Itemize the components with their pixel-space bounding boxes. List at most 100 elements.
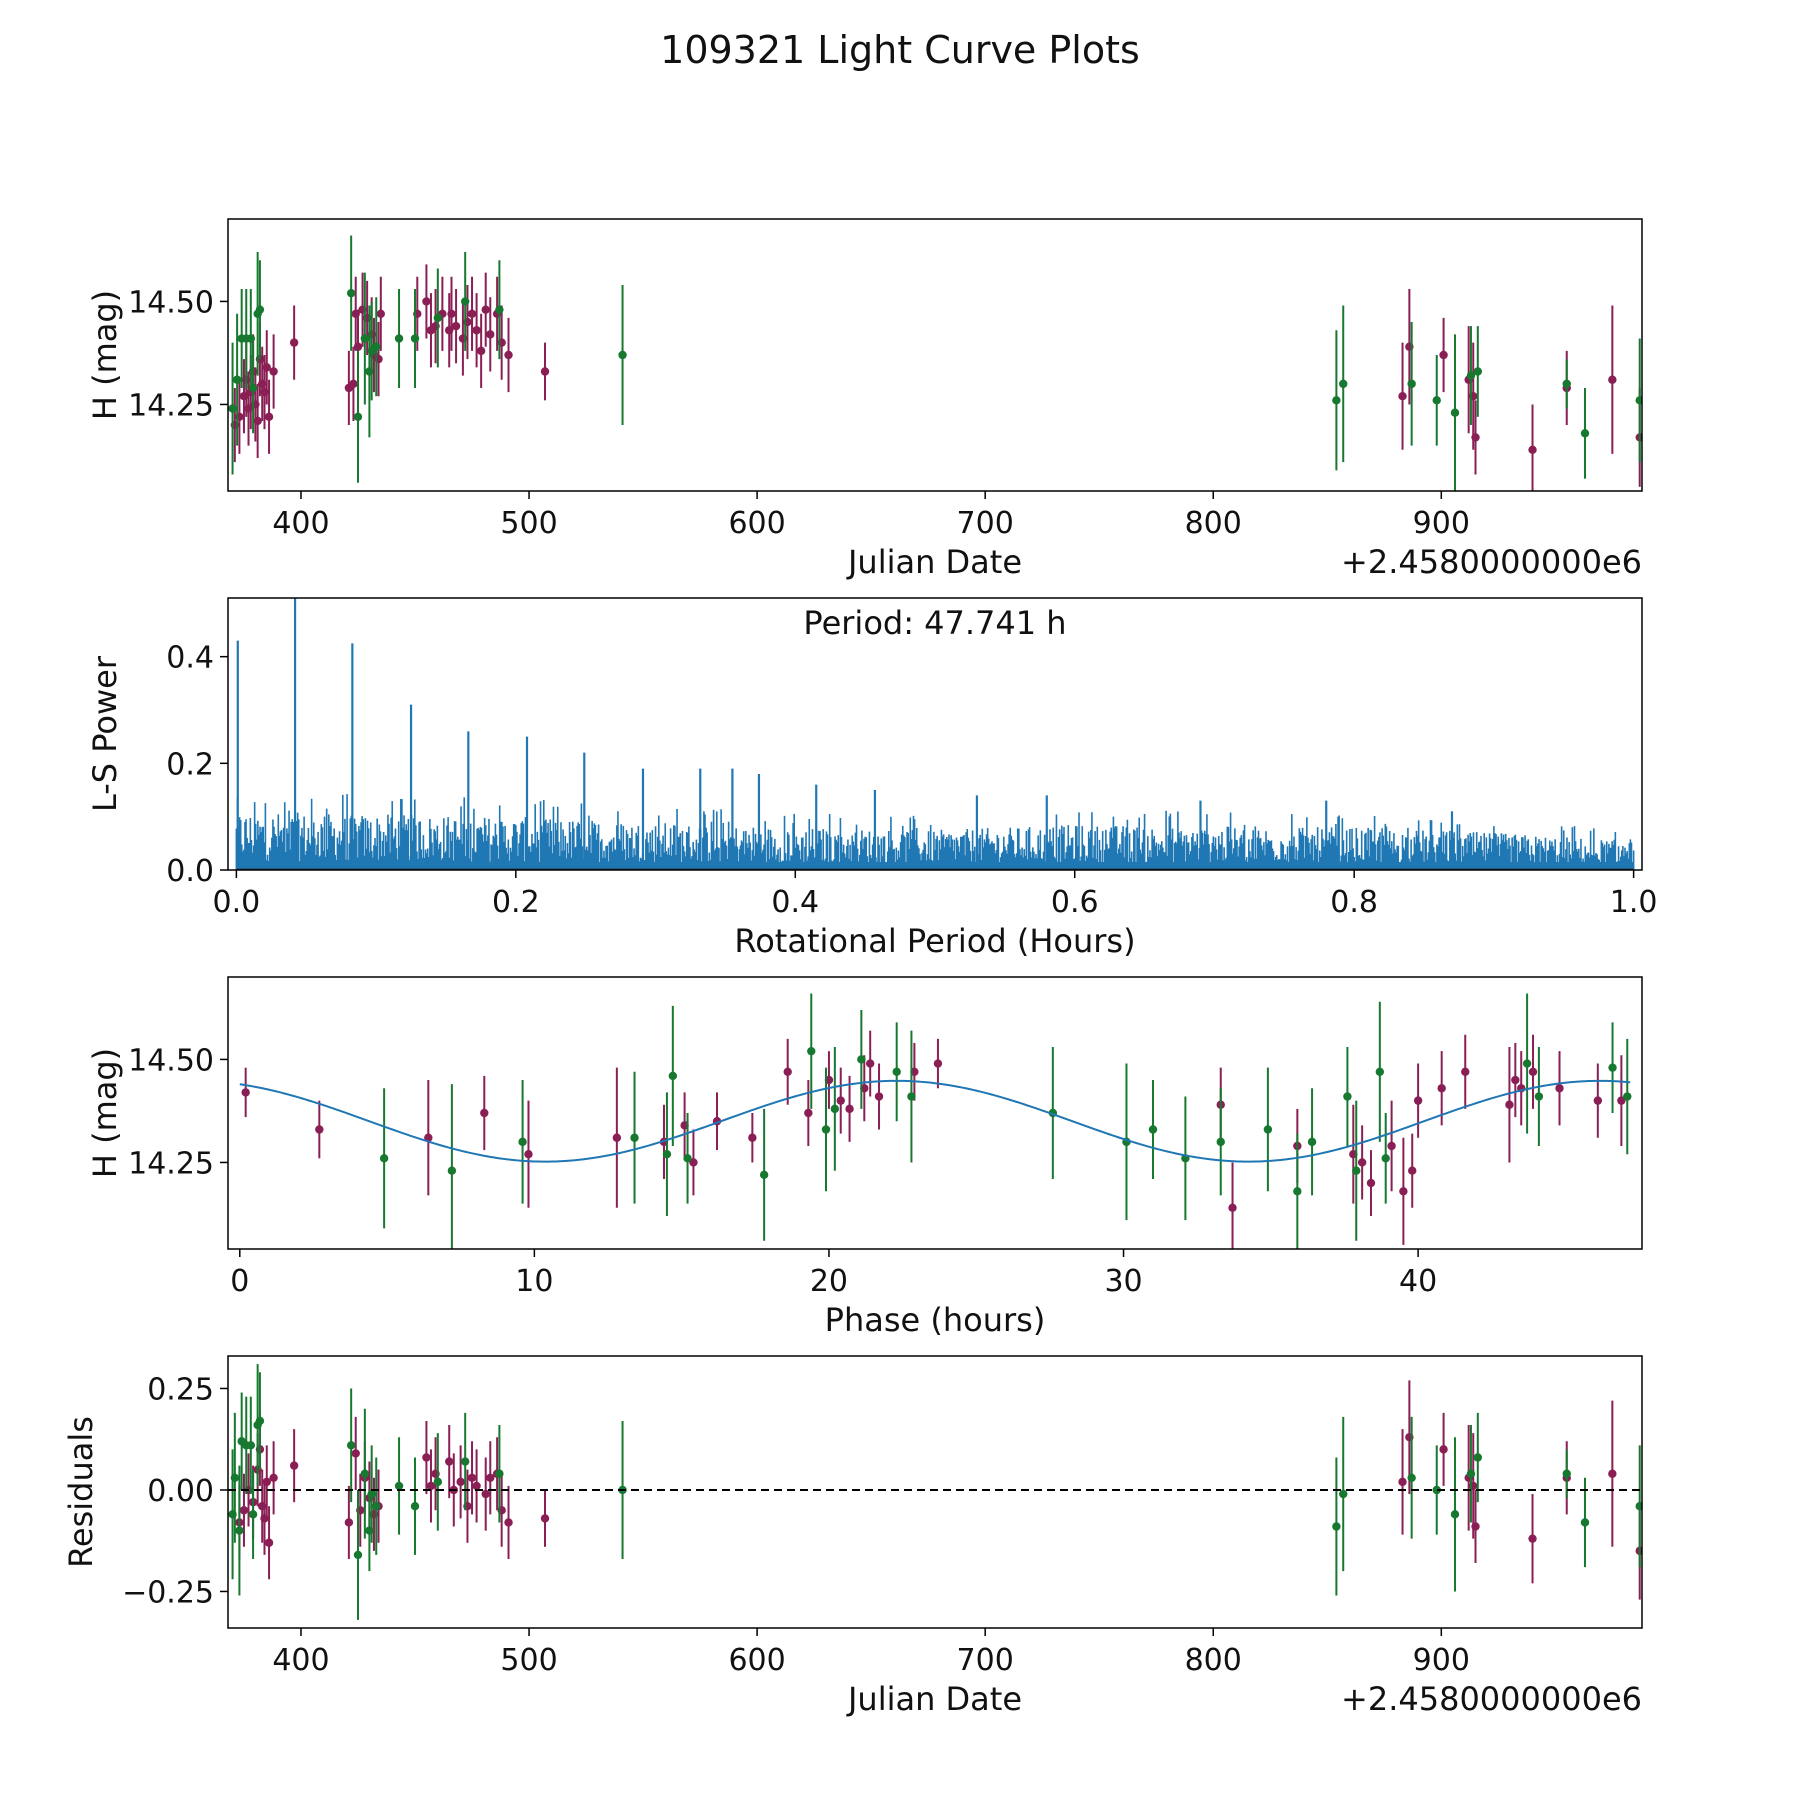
lightcurve-x-tick-label: 900 [1413,506,1470,541]
phased-point [241,1088,250,1097]
phased-point [630,1133,639,1142]
lightcurve-point [372,342,381,351]
phased-point [1228,1203,1237,1212]
lightcurve-x-tick-label: 600 [728,506,785,541]
residuals-point [262,1477,271,1487]
phased-point [668,1071,678,1081]
periodogram-x-tick-label: 0.8 [1330,885,1378,920]
lightcurve-point [228,404,237,413]
lightcurve-point [433,313,443,323]
residuals-point [1635,1502,1642,1511]
lightcurve-point [376,309,386,318]
phased-x-tick-label: 10 [515,1264,553,1299]
phased-point [612,1133,622,1142]
phased-x-tick-label: 20 [810,1264,848,1299]
lightcurve-point [246,334,256,343]
residuals-point [246,1441,256,1450]
phased-point [804,1108,813,1118]
phased-point [683,1154,692,1163]
residuals-point [456,1477,465,1487]
residuals-point [344,1518,354,1527]
residuals-point [1339,1489,1348,1499]
phased-point [1352,1166,1361,1175]
phased-point [1307,1137,1317,1147]
phased-point [524,1150,533,1159]
phased-point [1437,1084,1446,1093]
residuals-point [239,1506,249,1515]
lightcurve-point [460,297,470,306]
residuals-point [351,1449,360,1458]
lightcurve-point [472,326,481,335]
periodogram-y-tick-label: 0.0 [166,854,214,889]
phased-point [662,1150,672,1159]
residuals-point [1332,1522,1341,1531]
lightcurve-point [394,334,404,343]
phased-point [1511,1075,1520,1085]
phased-point [1387,1141,1396,1151]
phased-series-filter-b [379,993,1632,1249]
lightcurve-series-filter-a [230,264,1642,491]
residuals-point [460,1457,470,1466]
residuals-point [540,1514,550,1523]
lightcurve-x-tick-label: 400 [272,506,329,541]
residuals-point [264,1538,274,1547]
phased-y-tick-label: 14.25 [128,1146,214,1181]
lightcurve-point [481,305,490,314]
phased-y-axis-label: H (mag) [86,1048,124,1178]
phased-point [907,1092,916,1101]
residuals-point [1439,1445,1448,1454]
lightcurve-point [476,346,486,356]
periodogram-period-annotation: Period: 47.741 h [803,604,1066,642]
phased-point [892,1067,901,1076]
residuals-point [230,1473,240,1482]
phased-point [447,1166,457,1175]
residuals-point [1407,1473,1416,1482]
phased-point [874,1092,884,1101]
lightcurve-point [248,383,258,393]
lightcurve-x-offset-label: +2.4580000000e6 [1341,543,1642,581]
residuals-y-tick-label: 0.00 [147,1474,214,1509]
phased-point [518,1137,527,1147]
residuals-x-tick-label: 500 [500,1643,557,1678]
residuals-point [504,1518,513,1527]
lightcurve-point [486,330,495,339]
lightcurve-point [1562,379,1571,389]
periodogram-plot-area [235,598,1635,870]
residuals-point [1528,1534,1537,1543]
phased-point [783,1067,792,1076]
lightcurve-point [360,334,370,343]
phased-point [1528,1067,1538,1076]
residuals-x-offset-label: +2.4580000000e6 [1341,1680,1642,1718]
periodogram-x-axis-label: Rotational Period (Hours) [734,922,1135,960]
residuals-point [255,1416,265,1426]
lightcurve-point [353,412,363,422]
lightcurve-point [504,350,513,360]
phased-point [1293,1187,1302,1196]
residuals-plot-area [228,1364,1642,1620]
periodogram-noise-trace [235,794,1635,870]
phased-point [845,1104,854,1114]
phased-point [807,1046,816,1056]
lightcurve-point [1398,392,1407,401]
lightcurve-point [447,309,456,318]
lightcurve-frame [227,218,1643,492]
lightcurve-point [1332,396,1341,405]
residuals-point [486,1473,495,1482]
phased-x-tick-label: 0 [230,1264,249,1299]
periodogram-y-tick-label: 0.4 [166,641,214,676]
residuals-point [467,1473,477,1482]
lightcurve-point [1339,379,1348,389]
periodogram-x-tick-label: 0.0 [213,885,261,920]
lightcurve-point [1580,429,1590,438]
residuals-x-tick-label: 800 [1185,1643,1242,1678]
phased-point [1148,1125,1158,1134]
residuals-point [1398,1477,1407,1487]
phased-x-tick-label: 30 [1104,1264,1142,1299]
lightcurve-point [1635,396,1642,405]
lightcurve-y-tick-label: 14.50 [128,285,214,320]
phased-series-filter-a [241,1030,1626,1249]
lightcurve-point [1407,379,1416,389]
lightcurve-point [495,305,504,314]
